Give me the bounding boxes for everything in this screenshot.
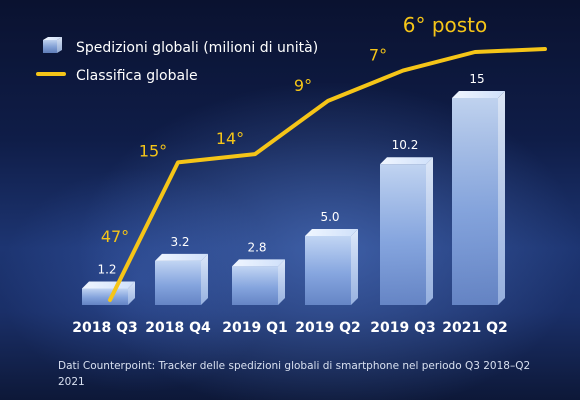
source-footnote: Dati Counterpoint: Tracker delle spedizi… [58, 360, 531, 388]
bar-value-label: 3.2 [170, 235, 189, 249]
bar-value-label: 15 [469, 72, 484, 86]
bar [82, 281, 135, 305]
bar [155, 253, 208, 305]
bar-value-label: 5.0 [320, 210, 339, 224]
legend-bar-swatch [43, 37, 62, 53]
ranking-value-label: 6° posto [403, 13, 488, 37]
ranking-line-series [108, 47, 547, 302]
ranking-value-label: 9° [294, 76, 312, 95]
bar-value-label: 2.8 [247, 240, 266, 254]
ranking-line [108, 47, 547, 302]
legend: Spedizioni globali (milioni di unità) Cl… [36, 37, 318, 84]
legend-label-ranking: Classifica globale [76, 68, 198, 84]
ranking-value-label: 14° [216, 129, 244, 148]
x-axis-tick-labels: 2018 Q3 2018 Q4 2019 Q1 2019 Q2 2019 Q3 2021 … [72, 320, 507, 336]
bar-value-label: 10.2 [392, 138, 419, 152]
bar [380, 157, 433, 305]
x-tick-label: 2018 Q4 [145, 320, 211, 336]
x-tick-label: 2019 Q2 [295, 320, 360, 336]
bar [452, 91, 505, 305]
legend-label-shipments: Spedizioni globali (milioni di unità) [76, 40, 318, 56]
ranking-value-label: 47° [101, 227, 129, 246]
bar [305, 229, 358, 305]
bar-value-labels: 1.2 3.2 2.8 5.0 10.2 15 [97, 72, 484, 276]
x-tick-label: 2021 Q2 [442, 320, 507, 336]
x-tick-label: 2019 Q1 [222, 320, 287, 336]
x-tick-label: 2019 Q3 [370, 320, 435, 336]
bar [232, 259, 285, 305]
x-tick-label: 2018 Q3 [72, 320, 137, 336]
ranking-value-labels: 47° 15° 14° 9° 7° 6° posto [101, 13, 487, 246]
bar-series [82, 91, 505, 305]
bar-value-label: 1.2 [97, 262, 116, 276]
ranking-value-label: 7° [369, 46, 387, 65]
ranking-value-label: 15° [139, 141, 167, 160]
